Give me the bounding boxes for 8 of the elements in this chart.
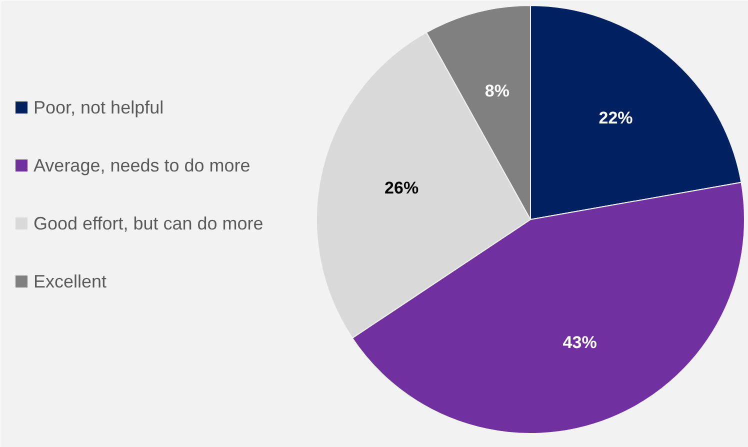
data-label: 26% — [384, 178, 419, 198]
data-label: 8% — [484, 82, 510, 101]
data-label: 22% — [598, 108, 633, 128]
legend-label: Excellent — [34, 272, 107, 292]
legend-label: Good effort, but can do more — [34, 214, 264, 234]
data-label: 43% — [562, 333, 597, 352]
legend-label: Average, needs to do more — [34, 156, 250, 176]
legend-label: Poor, not helpful — [34, 98, 164, 118]
